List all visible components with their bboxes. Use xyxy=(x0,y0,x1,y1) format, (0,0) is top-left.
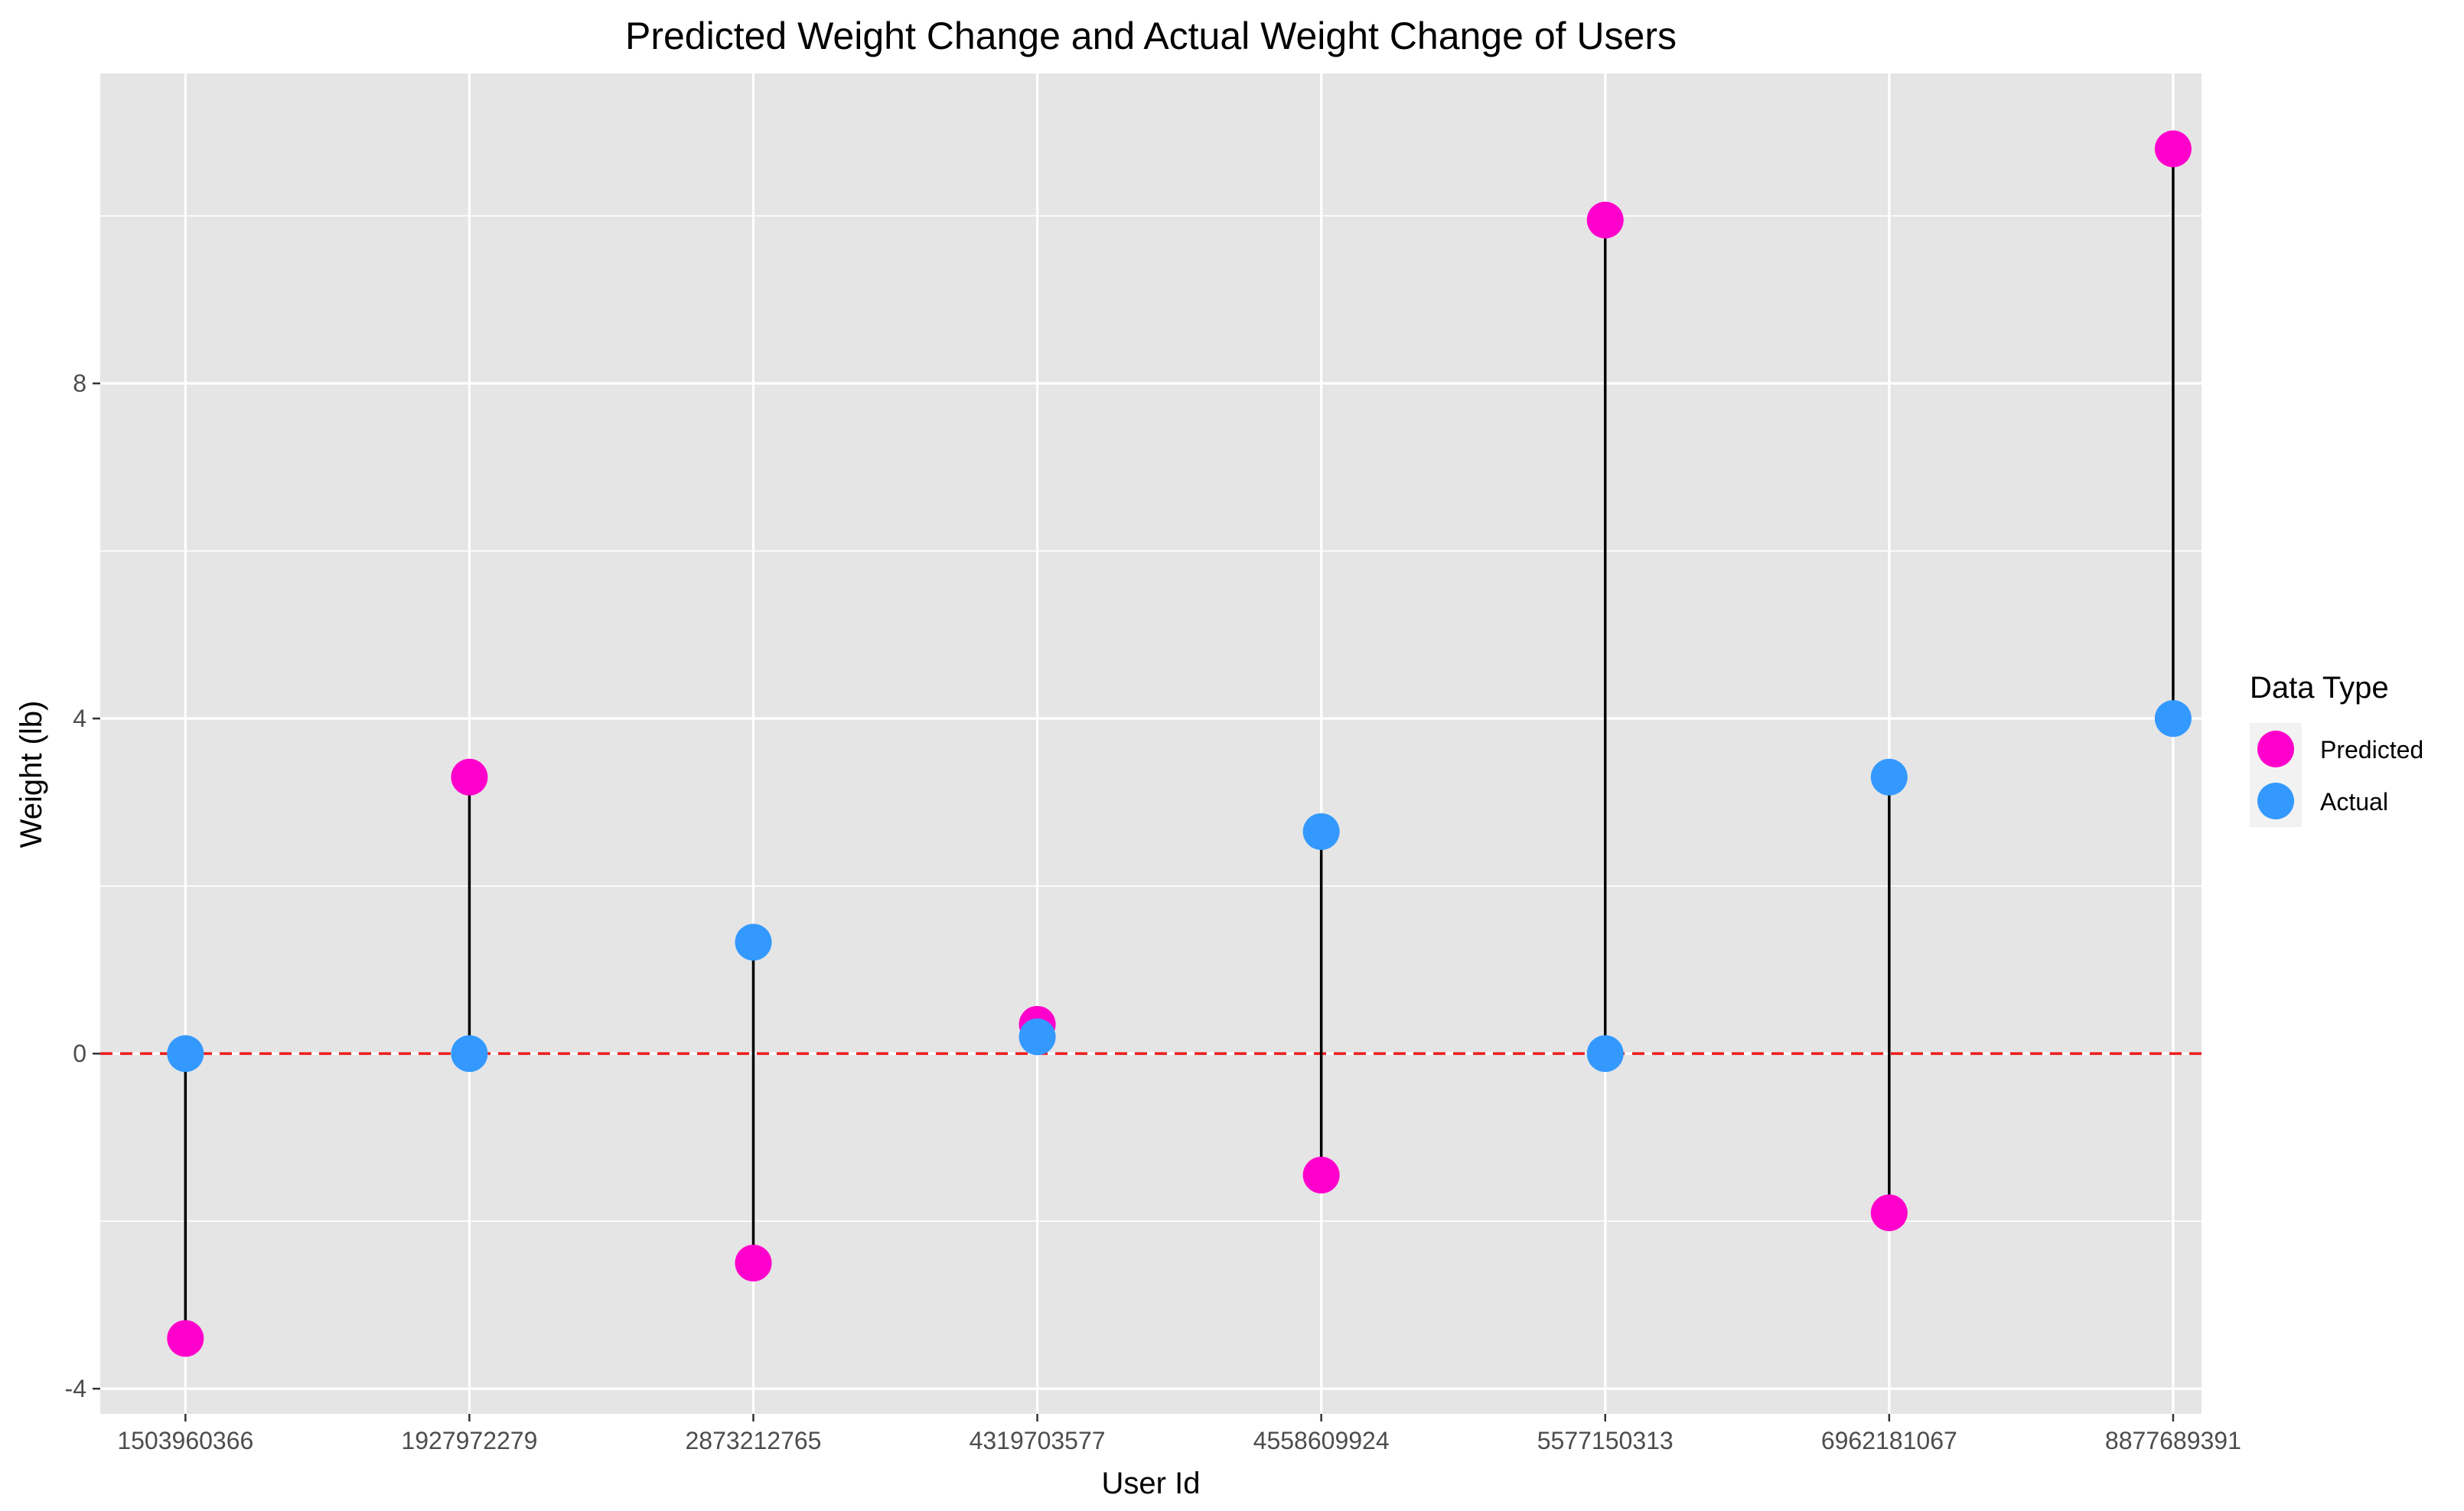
y-axis: -4 0 4 8 xyxy=(65,370,100,1402)
y-axis-label: Weight (lb) xyxy=(15,701,48,848)
legend: Data Type Predicted Actual xyxy=(2250,671,2423,827)
x-tick-label: 1503960366 xyxy=(117,1427,253,1454)
y-tick-label: 8 xyxy=(73,370,86,397)
actual-point xyxy=(1586,1035,1624,1073)
actual-point xyxy=(451,1035,488,1073)
actual-point xyxy=(1870,758,1908,796)
data-points xyxy=(167,130,2192,1357)
chart-title: Predicted Weight Change and Actual Weigh… xyxy=(625,15,1677,57)
predicted-point xyxy=(451,758,488,796)
actual-point xyxy=(1019,1018,1056,1056)
x-tick-label: 4319703577 xyxy=(970,1427,1106,1454)
x-tick-label: 8877689391 xyxy=(2105,1427,2241,1454)
x-tick-label: 1927972279 xyxy=(401,1427,537,1454)
x-tick-label: 5577150313 xyxy=(1537,1427,1674,1454)
predicted-point xyxy=(1302,1156,1340,1193)
predicted-point xyxy=(735,1244,772,1281)
x-tick-label: 6962181067 xyxy=(1821,1427,1957,1454)
x-tick-label: 2873212765 xyxy=(686,1427,822,1454)
y-tick-label: -4 xyxy=(65,1375,86,1402)
actual-point xyxy=(2154,700,2192,738)
actual-point xyxy=(735,923,772,961)
actual-point xyxy=(167,1035,204,1073)
legend-swatch-actual xyxy=(2257,783,2294,819)
y-tick-label: 0 xyxy=(73,1040,86,1067)
predicted-point xyxy=(1586,201,1624,239)
predicted-point xyxy=(2154,130,2192,168)
legend-label-predicted: Predicted xyxy=(2320,736,2423,764)
actual-point xyxy=(1302,812,1340,850)
x-axis-label: User Id xyxy=(1102,1467,1201,1500)
grid-minor xyxy=(100,215,2202,1222)
predicted-point xyxy=(1870,1194,1908,1232)
x-tick-label: 4558609924 xyxy=(1253,1427,1390,1454)
x-axis: 1503960366 1927972279 2873212765 4319703577… xyxy=(117,1414,2241,1454)
y-tick-label: 4 xyxy=(73,705,86,732)
legend-swatch-predicted xyxy=(2257,731,2294,767)
predicted-point xyxy=(167,1320,204,1357)
legend-label-actual: Actual xyxy=(2320,788,2388,816)
legend-title: Data Type xyxy=(2250,671,2389,705)
plot-panel xyxy=(100,73,2202,1414)
